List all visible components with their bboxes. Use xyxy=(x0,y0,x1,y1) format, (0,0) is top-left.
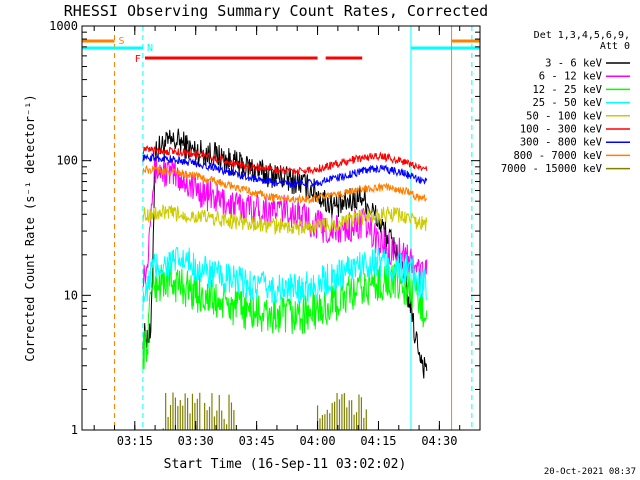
series-line xyxy=(142,246,428,312)
legend-entry-label: 300 - 800 keV xyxy=(520,137,603,149)
x-tick-label: 03:30 xyxy=(178,434,214,448)
series-line xyxy=(142,164,428,205)
y-axis-label-text: Corrected Count Rate (s⁻¹ detector⁻¹) xyxy=(23,94,37,361)
legend-entry-label: 3 - 6 keV xyxy=(545,58,603,70)
night-flag-label: N xyxy=(147,43,153,54)
series-line xyxy=(142,145,428,177)
y-tick-label: 100 xyxy=(56,154,78,168)
plot-frame xyxy=(81,25,481,431)
y-tick-label: 10 xyxy=(64,288,78,302)
series-lines xyxy=(142,128,428,430)
x-axis-label: Start Time (16-Sep-11 03:02:02) xyxy=(164,457,407,472)
series-line xyxy=(142,128,428,379)
legend-entry-label: 6 - 12 keV xyxy=(539,71,603,83)
legend-entry-label: 50 - 100 keV xyxy=(526,110,603,122)
x-tick-label: 04:30 xyxy=(421,434,457,448)
y-axis-label: Corrected Count Rate (s⁻¹ detector⁻¹) xyxy=(23,94,37,361)
saa-flag-label: S xyxy=(119,36,125,47)
legend-entry-label: 7000 - 15000 keV xyxy=(501,163,603,175)
legend-header-line: Att 0 xyxy=(600,41,630,52)
legend-entry-label: 800 - 7000 keV xyxy=(513,150,602,162)
legend-header: Det 1,3,4,5,6,9,Att 0 xyxy=(534,30,630,52)
axes: 1 10 100 1000 03:15 03:30 03:45 04:00 04:15 04:30 xyxy=(49,19,481,448)
legend-entry-label: 12 - 25 keV xyxy=(532,84,602,96)
x-tick-label: 03:45 xyxy=(239,434,275,448)
y-tick-label: 1000 xyxy=(49,19,78,33)
legend-entry-label: 100 - 300 keV xyxy=(520,124,603,136)
series-line xyxy=(142,203,428,236)
series-line xyxy=(142,151,428,188)
legend-entry-label: 25 - 50 keV xyxy=(532,97,602,109)
x-tick-label: 04:00 xyxy=(299,434,335,448)
chart-title: RHESSI Observing Summary Count Rates, Co… xyxy=(64,2,488,20)
y-tick-label: 1 xyxy=(71,423,78,437)
x-tick-label: 03:15 xyxy=(117,434,153,448)
legend-header-line: Det 1,3,4,5,6,9, xyxy=(534,30,630,41)
series-line xyxy=(142,156,428,288)
x-tick-label: 04:15 xyxy=(360,434,396,448)
flag-markers: S NF xyxy=(82,26,480,430)
series-line xyxy=(142,261,428,369)
footer-date: 20-Oct-2021 08:37 xyxy=(544,467,636,477)
flare-flag-label: F xyxy=(135,54,141,65)
